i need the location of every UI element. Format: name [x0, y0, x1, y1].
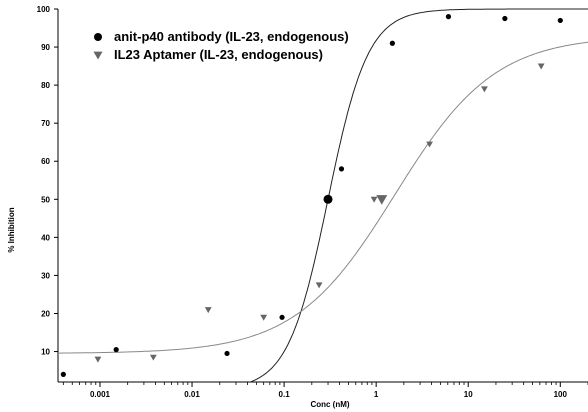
legend-label-2: IL23 Aptamer (IL-23, endogenous)	[114, 47, 323, 62]
y-tick-label: 30	[41, 271, 50, 280]
fit-curve-2	[58, 41, 588, 354]
x-tick-label: 0.001	[90, 390, 111, 399]
legend-marker-2	[93, 51, 103, 60]
data-points	[60, 14, 563, 377]
data-point-series-2	[481, 86, 488, 93]
data-point-series-2	[315, 282, 323, 289]
y-tick-label: 90	[41, 43, 50, 52]
data-point-series-2	[260, 314, 268, 321]
y-tick-label: 40	[41, 233, 50, 242]
fit-curve-1	[250, 8, 588, 383]
y-tick-label: 60	[41, 157, 50, 166]
y-tick-label: 100	[37, 5, 51, 14]
data-point-series-2	[149, 354, 157, 361]
midpoint-marker-series-1	[323, 194, 333, 204]
data-point-series-1	[389, 40, 395, 46]
data-point-series-1	[502, 15, 508, 22]
data-point-series-2	[370, 196, 378, 203]
data-point-series-1	[279, 314, 285, 320]
legend: anit-p40 antibody (IL-23, endogenous) IL2…	[93, 29, 349, 62]
x-tick-label: 0.01	[184, 390, 200, 399]
data-point-series-1	[445, 14, 452, 20]
x-tick-label: 0.1	[279, 390, 291, 399]
data-point-series-1	[113, 347, 119, 353]
axes: 10 20 30 40 50 60 70 80 90 100 0.001 0.01 0.1 1 10 100	[37, 5, 588, 399]
x-tick-label: 10	[464, 390, 473, 399]
legend-marker-1	[94, 33, 102, 41]
midpoint-marker-series-2	[376, 195, 388, 205]
data-point-series-2	[94, 356, 102, 363]
data-point-series-2	[204, 307, 212, 314]
y-tick-label: 80	[41, 81, 50, 90]
legend-label-1: anit-p40 antibody (IL-23, endogenous)	[114, 29, 349, 44]
y-tick-label: 50	[41, 195, 50, 204]
data-point-series-1	[557, 17, 563, 24]
data-point-series-1	[60, 371, 66, 377]
y-tick-label: 70	[41, 119, 50, 128]
x-tick-label: 1	[374, 390, 379, 399]
x-axis-label: Conc (nM)	[310, 400, 349, 409]
y-tick-label: 20	[41, 309, 50, 318]
y-axis-label: % Inhibition	[7, 207, 16, 252]
fit-curves	[58, 8, 588, 383]
x-tick-label: 100	[554, 390, 568, 399]
data-point-series-2	[537, 63, 545, 70]
data-point-series-2	[426, 141, 433, 148]
y-tick-label: 10	[41, 348, 50, 357]
data-point-series-1	[338, 166, 345, 172]
data-point-series-1	[224, 350, 230, 357]
